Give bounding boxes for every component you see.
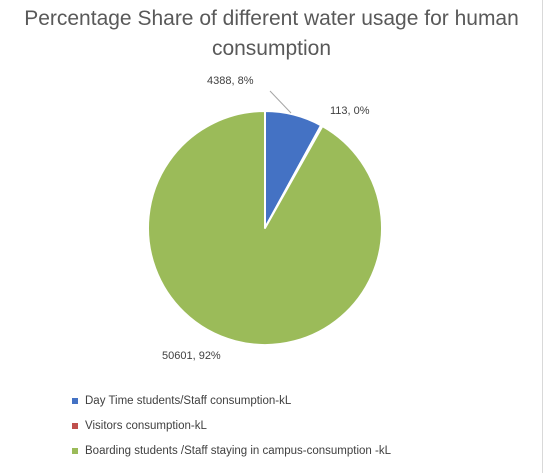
legend-label-boarding: Boarding students /Staff staying in camp…: [85, 444, 391, 457]
legend-swatch-visitors: [72, 422, 78, 429]
leader-line: [269, 90, 292, 114]
data-label-visitors: 113, 0%: [330, 105, 370, 117]
legend-item-visitors: Visitors consumption-kL: [72, 413, 391, 438]
legend-label-day-time: Day Time students/Staff consumption-kL: [85, 394, 292, 407]
legend-label-visitors: Visitors consumption-kL: [85, 419, 207, 432]
legend-swatch-day-time: [72, 397, 78, 404]
data-label-boarding: 50601, 92%: [162, 350, 221, 362]
chart-title: Percentage Share of different water usag…: [24, 7, 519, 60]
legend-swatch-boarding: [72, 447, 78, 454]
data-label-day-time: 4388, 8%: [207, 75, 254, 87]
legend-item-day-time: Day Time students/Staff consumption-kL: [72, 388, 391, 413]
pie-slice-boarding: [147, 110, 383, 346]
pie-slices: [147, 110, 383, 346]
legend-item-boarding: Boarding students /Staff staying in camp…: [72, 438, 391, 463]
legend: Day Time students/Staff consumption-kL V…: [72, 388, 391, 463]
